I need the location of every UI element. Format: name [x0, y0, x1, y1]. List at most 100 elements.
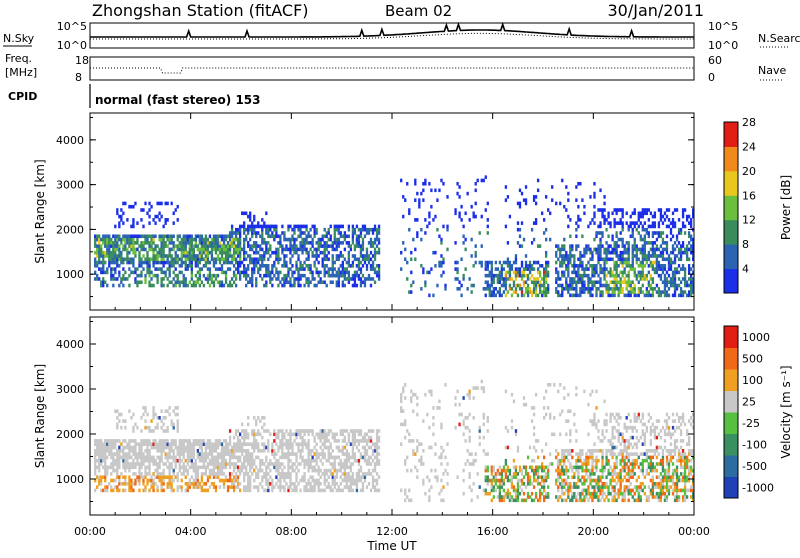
heatmap-cell	[181, 241, 183, 245]
heatmap-cell	[513, 459, 515, 463]
heatmap-cell	[311, 254, 313, 258]
heatmap-cell	[577, 205, 579, 209]
heatmap-cell	[408, 439, 410, 443]
heatmap-cell	[543, 396, 545, 400]
heatmap-cell	[309, 482, 311, 486]
heatmap-cell	[634, 212, 636, 216]
heatmap-cell	[615, 254, 617, 258]
heatmap-cell	[634, 294, 636, 298]
heatmap-cell	[255, 257, 257, 261]
heatmap-cell	[334, 436, 336, 440]
heatmap-cell	[122, 466, 124, 470]
heatmap-cell	[527, 495, 529, 499]
heatmap-cell	[255, 241, 257, 245]
heatmap-cell	[529, 267, 531, 271]
heatmap-cell	[376, 442, 378, 446]
heatmap-cell	[523, 403, 525, 407]
heatmap-cell	[277, 234, 279, 238]
heatmap-cell	[301, 264, 303, 268]
heatmap-cell	[624, 244, 626, 248]
heatmap-cell	[559, 277, 561, 281]
heatmap-cell	[205, 261, 207, 265]
heatmap-cell	[311, 277, 313, 281]
heatmap-cell	[529, 475, 531, 479]
heatmap-cell	[529, 495, 531, 499]
heatmap-cell	[483, 423, 485, 427]
heatmap-cell	[177, 475, 179, 479]
heatmap-cell	[372, 231, 374, 235]
heatmap-cell	[100, 248, 102, 252]
heatmap-cell	[197, 280, 199, 284]
heatmap-cell	[456, 287, 458, 291]
heatmap-cell	[328, 469, 330, 473]
heatmap-cell	[183, 462, 185, 466]
heatmap-cell	[541, 469, 543, 473]
heatmap-cell	[624, 248, 626, 252]
heatmap-cell	[98, 456, 100, 460]
heatmap-cell	[543, 416, 545, 420]
heatmap-cell	[350, 489, 352, 493]
heatmap-cell	[122, 482, 124, 486]
heatmap-cell	[664, 277, 666, 281]
heatmap-cell	[267, 449, 269, 453]
heatmap-cell	[114, 234, 116, 238]
heatmap-cell	[279, 280, 281, 284]
heatmap-cell	[507, 241, 509, 245]
heatmap-cell	[352, 482, 354, 486]
heatmap-cell	[507, 261, 509, 265]
heatmap-cell	[684, 208, 686, 212]
heatmap-cell	[98, 462, 100, 466]
heatmap-cell	[318, 469, 320, 473]
freq-label: Freq.	[5, 52, 32, 65]
heatmap-cell	[404, 489, 406, 493]
heatmap-cell	[120, 241, 122, 245]
heatmap-cell	[376, 482, 378, 486]
heatmap-cell	[364, 446, 366, 450]
heatmap-cell	[150, 446, 152, 450]
heatmap-cell	[255, 264, 257, 268]
heatmap-cell	[283, 442, 285, 446]
heatmap-cell	[378, 248, 380, 252]
heatmap-cell	[217, 244, 219, 248]
heatmap-cell	[289, 248, 291, 252]
heatmap-cell	[160, 409, 162, 413]
heatmap-cell	[140, 257, 142, 261]
heatmap-cell	[253, 485, 255, 489]
heatmap-cell	[221, 449, 223, 453]
heatmap-cell	[287, 228, 289, 232]
heatmap-cell	[219, 280, 221, 284]
heatmap-cell	[609, 280, 611, 284]
heatmap-cell	[187, 257, 189, 261]
heatmap-cell	[442, 449, 444, 453]
heatmap-cell	[376, 479, 378, 483]
heatmap-cell	[167, 485, 169, 489]
heatmap-cell	[537, 479, 539, 483]
heatmap-cell	[636, 257, 638, 261]
heatmap-cell	[106, 489, 108, 493]
heatmap-cell	[175, 267, 177, 271]
heatmap-cell	[179, 466, 181, 470]
heatmap-cell	[400, 442, 402, 446]
heatmap-cell	[134, 452, 136, 456]
heatmap-cell	[154, 267, 156, 271]
heatmap-cell	[666, 257, 668, 261]
heatmap-cell	[638, 215, 640, 219]
heatmap-cell	[257, 442, 259, 446]
heatmap-cell	[239, 459, 241, 463]
heatmap-cell	[672, 277, 674, 281]
heatmap-cell	[682, 221, 684, 225]
heatmap-cell	[158, 234, 160, 238]
heatmap-cell	[171, 261, 173, 265]
heatmap-cell	[320, 469, 322, 473]
heatmap-cell	[205, 456, 207, 460]
heatmap-cell	[487, 492, 489, 496]
heatmap-cell	[444, 287, 446, 291]
heatmap-cell	[120, 442, 122, 446]
heatmap-cell	[410, 257, 412, 261]
heatmap-cell	[605, 218, 607, 222]
heatmap-cell	[209, 271, 211, 275]
heatmap-cell	[338, 274, 340, 278]
heatmap-cell	[96, 442, 98, 446]
heatmap-cell	[519, 202, 521, 206]
heatmap-cell	[493, 287, 495, 291]
